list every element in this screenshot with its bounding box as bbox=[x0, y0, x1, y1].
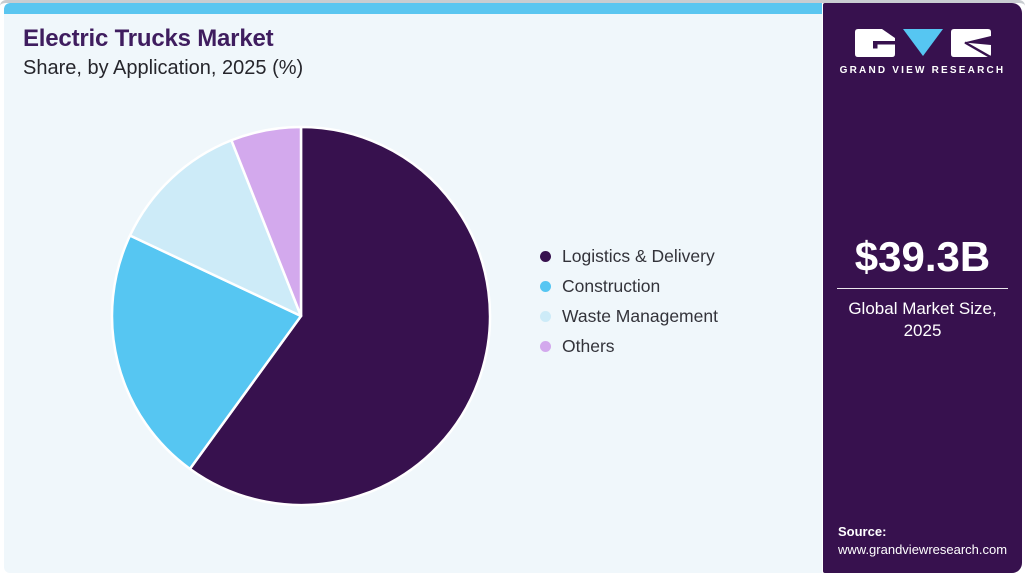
market-size-block: $39.3B Global Market Size, 2025 bbox=[823, 235, 1022, 342]
legend-swatch-others bbox=[540, 340, 551, 352]
pie-slice-waste-management bbox=[128, 139, 303, 318]
page-subtitle: Share, by Application, 2025 (%) bbox=[23, 57, 304, 79]
legend-label: Others bbox=[562, 335, 615, 356]
gvr-logo-icon bbox=[854, 29, 991, 58]
chart-panel: Electric Trucks Market Share, by Applica… bbox=[4, 3, 822, 573]
legend-item: Logistics & Delivery bbox=[540, 241, 718, 271]
legend-item: Construction bbox=[540, 271, 718, 301]
source-label: Source: bbox=[838, 524, 887, 539]
pie-slice-others bbox=[230, 125, 303, 318]
legend-item: Waste Management bbox=[540, 301, 718, 331]
legend: Logistics & Delivery Construction Waste … bbox=[540, 241, 718, 361]
legend-label: Waste Management bbox=[562, 305, 718, 326]
market-size-caption: Global Market Size, 2025 bbox=[848, 299, 997, 340]
legend-swatch-logistics-delivery bbox=[540, 250, 551, 262]
legend-label: Logistics & Delivery bbox=[562, 245, 715, 266]
sidebar: GRAND VIEW RESEARCH $39.3B Global Market… bbox=[823, 3, 1022, 573]
pie-slice-logistics-delivery bbox=[188, 125, 492, 507]
page-title: Electric Trucks Market bbox=[23, 25, 274, 52]
divider bbox=[837, 288, 1008, 289]
brand-name: GRAND VIEW RESEARCH bbox=[839, 65, 1006, 76]
legend-label: Construction bbox=[562, 275, 661, 296]
market-size-value: $39.3B bbox=[854, 233, 991, 280]
source-url-link[interactable]: www.grandviewresearch.com bbox=[838, 542, 1008, 557]
top-bar bbox=[4, 3, 822, 14]
brand-logo: GRAND VIEW RESEARCH bbox=[823, 28, 1022, 76]
legend-swatch-construction bbox=[540, 280, 551, 292]
legend-swatch-waste-management bbox=[540, 310, 551, 322]
source-block: Source: www.grandviewresearch.com bbox=[838, 523, 1007, 559]
pie-chart bbox=[110, 125, 492, 507]
legend-item: Others bbox=[540, 331, 718, 361]
